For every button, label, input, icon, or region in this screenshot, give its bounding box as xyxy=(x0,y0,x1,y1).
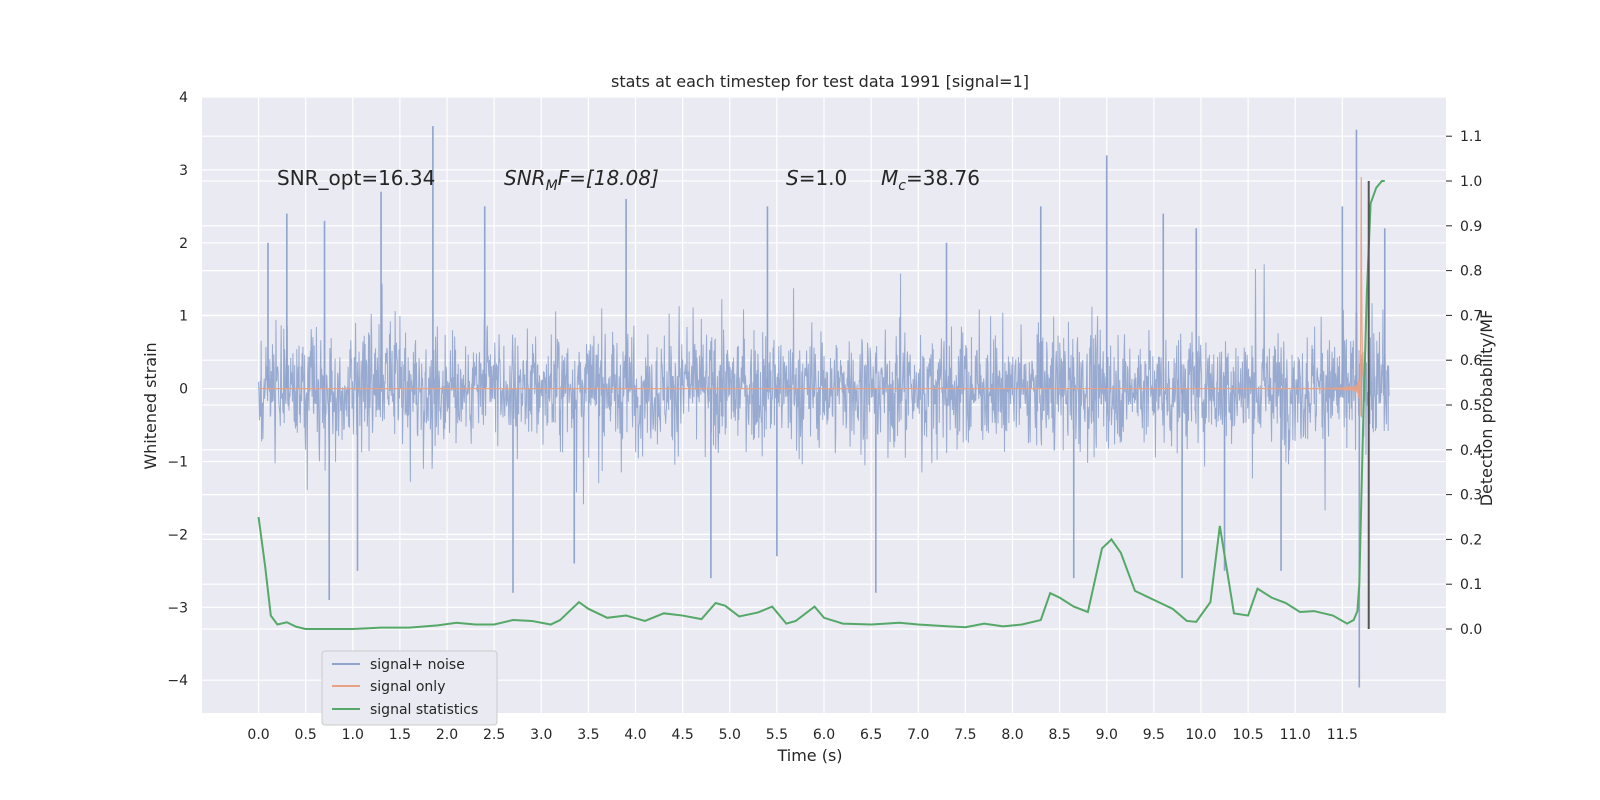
annotation-s-value: =1.0 xyxy=(799,166,848,190)
series-signal-statistics xyxy=(257,180,1385,630)
x-tick-label: 8.5 xyxy=(1048,727,1070,743)
series-signal-only xyxy=(258,177,1364,417)
legend-label-signal-only: signal only xyxy=(370,679,445,695)
y-tick-label: −2 xyxy=(167,527,188,543)
annotation-mc-name: M xyxy=(881,166,898,190)
x-tick-label: 11.0 xyxy=(1280,727,1311,743)
y-tick-label: 0 xyxy=(179,382,188,398)
y2-tick-label: 0.0 xyxy=(1460,622,1482,638)
annotation-mc: Mc=38.76 xyxy=(881,166,980,194)
y2-gridlines xyxy=(202,135,1446,630)
x-tick-label: 2.0 xyxy=(436,727,458,743)
x-tick-label: 6.5 xyxy=(860,727,882,743)
noise-trace xyxy=(258,264,1390,511)
y2-tick-label: 0.6 xyxy=(1460,353,1482,369)
y-tick-label: 2 xyxy=(179,236,188,252)
x-tick-label: 7.0 xyxy=(907,727,929,743)
x-tick-label: 3.5 xyxy=(577,727,599,743)
y2-tick-label: 0.8 xyxy=(1460,264,1482,280)
x-tick-label: 11.5 xyxy=(1327,727,1358,743)
y-axis-ticks: 4 3 2 1 0 −1 −2 −3 −4 xyxy=(167,90,188,689)
annotation-snr-mf-rest: F=[18.08] xyxy=(558,166,659,190)
x-tick-label: 1.5 xyxy=(389,727,411,743)
x-tick-label: 2.5 xyxy=(483,727,505,743)
x-tick-label: 9.5 xyxy=(1143,727,1165,743)
x-tick-label: 9.0 xyxy=(1096,727,1118,743)
legend: signal+ noise signal only signal statist… xyxy=(321,650,498,726)
y2-axis-label: Detection probability/MF xyxy=(1477,310,1496,507)
annotation-snr-mf-sub: M xyxy=(546,178,558,194)
y2-tick-label: 1.1 xyxy=(1460,129,1482,145)
y-tick-label: −1 xyxy=(167,454,188,470)
annotation-mc-sub: c xyxy=(898,178,906,194)
y-tick-label: −4 xyxy=(167,673,188,689)
annotation-mc-value: =38.76 xyxy=(906,166,980,190)
x-tick-label: 7.5 xyxy=(954,727,976,743)
y-tick-label: −3 xyxy=(167,600,188,616)
legend-label-signal-plus-noise: signal+ noise xyxy=(370,657,465,673)
x-axis-label: Time (s) xyxy=(776,746,842,765)
x-tick-label: 4.0 xyxy=(624,727,646,743)
y-tick-label: 3 xyxy=(179,163,188,179)
y-tick-label: 4 xyxy=(179,90,188,106)
signal-trace xyxy=(258,177,1364,417)
y2-tick-label: 0.4 xyxy=(1460,443,1482,459)
x-tick-label: 4.5 xyxy=(672,727,694,743)
y2-tick-label: 1.0 xyxy=(1460,174,1482,190)
legend-box xyxy=(321,650,498,726)
y2-axis-ticks: 0.0 0.1 0.2 0.3 0.4 0.5 0.6 0.7 0.8 0.9 1.0 1.1 xyxy=(1446,129,1482,638)
y2-tick-label: 0.5 xyxy=(1460,398,1482,414)
annotation-s-name: S xyxy=(786,166,799,190)
annotation-snr-opt: SNR_opt=16.34 xyxy=(277,166,435,190)
y2-tick-label: 0.2 xyxy=(1460,532,1482,548)
x-tick-label: 10.5 xyxy=(1233,727,1264,743)
x-tick-label: 6.0 xyxy=(813,727,835,743)
annotation-s: S=1.0 xyxy=(786,166,847,190)
chart-title: stats at each timestep for test data 199… xyxy=(611,72,1029,91)
x-tick-label: 8.0 xyxy=(1001,727,1023,743)
y-tick-label: 1 xyxy=(179,309,188,325)
x-tick-label: 0.5 xyxy=(295,727,317,743)
x-tick-label: 1.0 xyxy=(342,727,364,743)
y2-tick-label: 0.7 xyxy=(1460,308,1482,324)
y2-tick-label: 0.1 xyxy=(1460,577,1482,593)
x-tick-label: 10.0 xyxy=(1185,727,1216,743)
legend-label-signal-statistics: signal statistics xyxy=(370,702,478,718)
annotation-snr-mf-name: SNR xyxy=(504,166,546,190)
y2-tick-label: 0.3 xyxy=(1460,488,1482,504)
y-axis-label: Whitened strain xyxy=(141,342,160,469)
x-tick-label: 5.5 xyxy=(766,727,788,743)
x-tick-label: 5.0 xyxy=(719,727,741,743)
x-tick-label: 3.0 xyxy=(530,727,552,743)
x-tick-label: 0.0 xyxy=(247,727,269,743)
annotation-snr-mf: SNRMF=[18.08] xyxy=(504,166,659,194)
y2-tick-label: 0.9 xyxy=(1460,219,1482,235)
x-axis-ticks: 0.0 0.5 1.0 1.5 2.0 2.5 3.0 3.5 4.0 4.5 5.0 5.5 6.0 6… xyxy=(247,727,1358,743)
series-signal-plus-noise xyxy=(258,126,1390,688)
stats-trace xyxy=(257,180,1385,630)
